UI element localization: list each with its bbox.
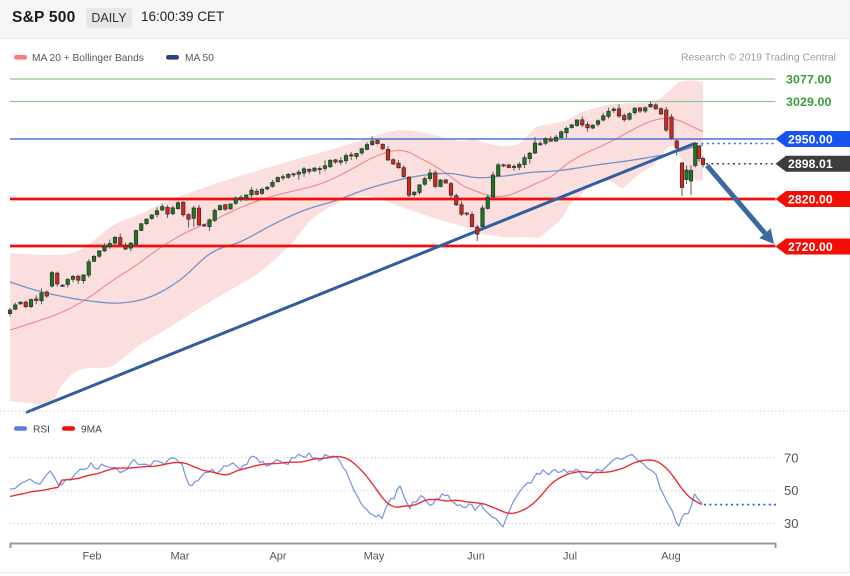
svg-text:MA 50: MA 50 <box>185 53 214 64</box>
svg-text:2820.00: 2820.00 <box>788 192 833 206</box>
svg-text:May: May <box>364 551 385 563</box>
svg-text:30: 30 <box>784 516 798 531</box>
svg-text:RSI: RSI <box>33 425 50 436</box>
svg-text:Apr: Apr <box>269 551 286 563</box>
svg-text:Feb: Feb <box>83 551 102 563</box>
svg-text:2950.00: 2950.00 <box>788 132 833 146</box>
svg-text:Jun: Jun <box>467 551 485 563</box>
svg-text:2898.01: 2898.01 <box>788 157 833 171</box>
svg-text:Aug: Aug <box>661 551 681 563</box>
svg-text:50: 50 <box>784 483 798 498</box>
svg-text:3029.00: 3029.00 <box>786 95 832 109</box>
svg-text:Research © 2019 Trading Centra: Research © 2019 Trading Central <box>681 53 836 64</box>
svg-text:MA 20 + Bollinger Bands: MA 20 + Bollinger Bands <box>32 53 144 64</box>
svg-text:9MA: 9MA <box>81 425 102 436</box>
svg-text:Mar: Mar <box>171 551 190 563</box>
svg-text:70: 70 <box>784 450 798 465</box>
svg-text:2720.00: 2720.00 <box>788 240 833 254</box>
svg-text:3077.00: 3077.00 <box>786 73 832 87</box>
svg-text:Jul: Jul <box>563 551 577 563</box>
